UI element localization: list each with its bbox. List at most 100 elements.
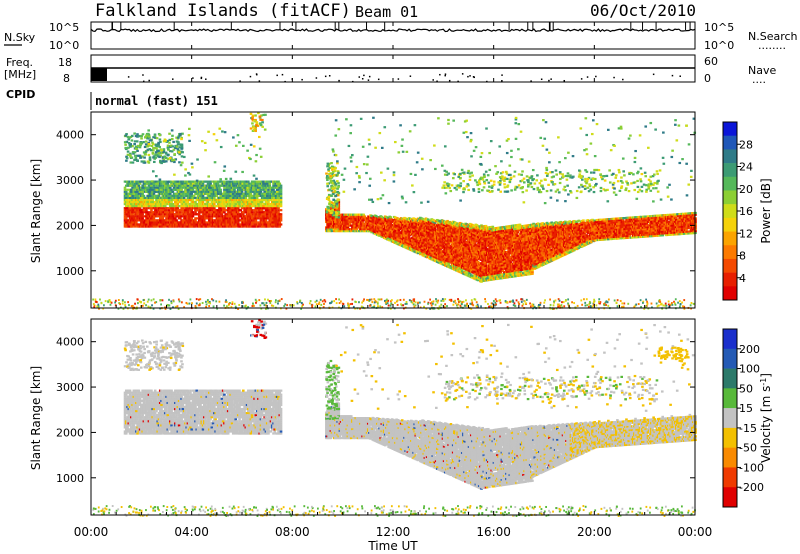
power-cell [230, 180, 234, 183]
nave-dot [563, 79, 566, 82]
power-cell [268, 184, 272, 187]
power-cell [133, 140, 137, 143]
power-cell [135, 192, 138, 195]
power-cell [216, 213, 220, 216]
power-cell [172, 148, 176, 151]
nave-dot [127, 76, 130, 78]
power-cell [176, 207, 180, 210]
power-cell [242, 213, 245, 216]
power-cell [132, 152, 135, 155]
freq-tick-bottom: 8 [63, 72, 70, 85]
power-cell [130, 188, 133, 191]
power-cell [152, 217, 156, 220]
power-cell [250, 184, 254, 187]
power-cell [123, 223, 127, 226]
power-cell [201, 182, 205, 185]
power-cell [158, 155, 161, 159]
power-cell [141, 213, 144, 216]
power-cell [243, 207, 246, 210]
power-cell [213, 202, 216, 206]
power-cell [252, 145, 256, 148]
nave-tick-top: 60 [704, 55, 718, 68]
power-cell [181, 207, 185, 210]
power-cell [204, 149, 207, 152]
power-cell [236, 221, 240, 224]
power-cell [209, 182, 212, 185]
power-cell [143, 196, 147, 200]
nave-dot [276, 74, 278, 77]
power-cell [279, 215, 283, 218]
power-cell [157, 198, 161, 202]
power-cell [178, 134, 182, 137]
power-cell [210, 217, 214, 220]
nave-dot [473, 76, 475, 79]
nave-dot [377, 78, 380, 81]
power-cell [267, 190, 270, 193]
nave-legend-dots: .... [752, 73, 766, 86]
power-cell [173, 173, 176, 176]
power-cell [228, 200, 231, 204]
power-cell [143, 180, 147, 183]
power-cell [182, 200, 186, 204]
power-cell [157, 205, 161, 208]
power-cell [191, 188, 195, 191]
power-cell [194, 196, 197, 200]
power-cell [162, 180, 166, 183]
power-cell [244, 196, 248, 200]
power-cell [279, 192, 283, 195]
power-cell [168, 157, 172, 160]
power-cell [263, 217, 266, 220]
power-cell [163, 225, 167, 228]
power-cell [132, 188, 136, 191]
power-cell [141, 155, 144, 158]
power-cell [145, 134, 148, 137]
power-cell [267, 200, 270, 204]
power-cell [151, 194, 154, 198]
power-cell [128, 153, 131, 157]
power-cell [215, 139, 219, 142]
power-cell [131, 151, 135, 154]
power-cell [218, 215, 221, 218]
power-cell [236, 211, 240, 214]
power-cell [171, 211, 175, 214]
power-cell [140, 137, 143, 140]
nave-dot [540, 78, 543, 81]
power-cell [124, 134, 128, 137]
power-cell [147, 205, 151, 208]
nave-dot [328, 75, 331, 77]
power-cell [140, 198, 143, 202]
power-cell [157, 132, 161, 136]
power-cell [223, 211, 226, 214]
power-cell [233, 184, 236, 187]
power-cell [171, 159, 174, 162]
power-cell [141, 215, 144, 218]
power-cell [221, 192, 225, 195]
power-cell [166, 182, 170, 185]
power-cell [172, 158, 176, 162]
power-cell [209, 194, 212, 198]
power-cell [150, 144, 154, 148]
power-cell [346, 226, 350, 229]
power-cell [200, 140, 204, 143]
power-cell [125, 157, 129, 160]
power-cell [231, 192, 235, 195]
power-cell [207, 130, 210, 133]
power-cell [204, 202, 207, 206]
power-cell [232, 136, 235, 139]
power-cell [225, 217, 229, 220]
nave-dot [255, 73, 258, 75]
power-cell [196, 158, 199, 161]
power-cell [151, 196, 154, 200]
power-cell [154, 153, 157, 156]
power-cell [261, 125, 264, 128]
power-cell [128, 194, 132, 198]
power-cell [226, 219, 230, 222]
power-cell [128, 136, 131, 139]
power-cell [476, 260, 480, 264]
power-cell [133, 132, 136, 135]
power-cell [156, 149, 160, 153]
nsky-panel-frame [90, 21, 696, 50]
power-cell [165, 219, 168, 222]
power-cell [141, 188, 144, 191]
nave-dot [550, 78, 552, 80]
